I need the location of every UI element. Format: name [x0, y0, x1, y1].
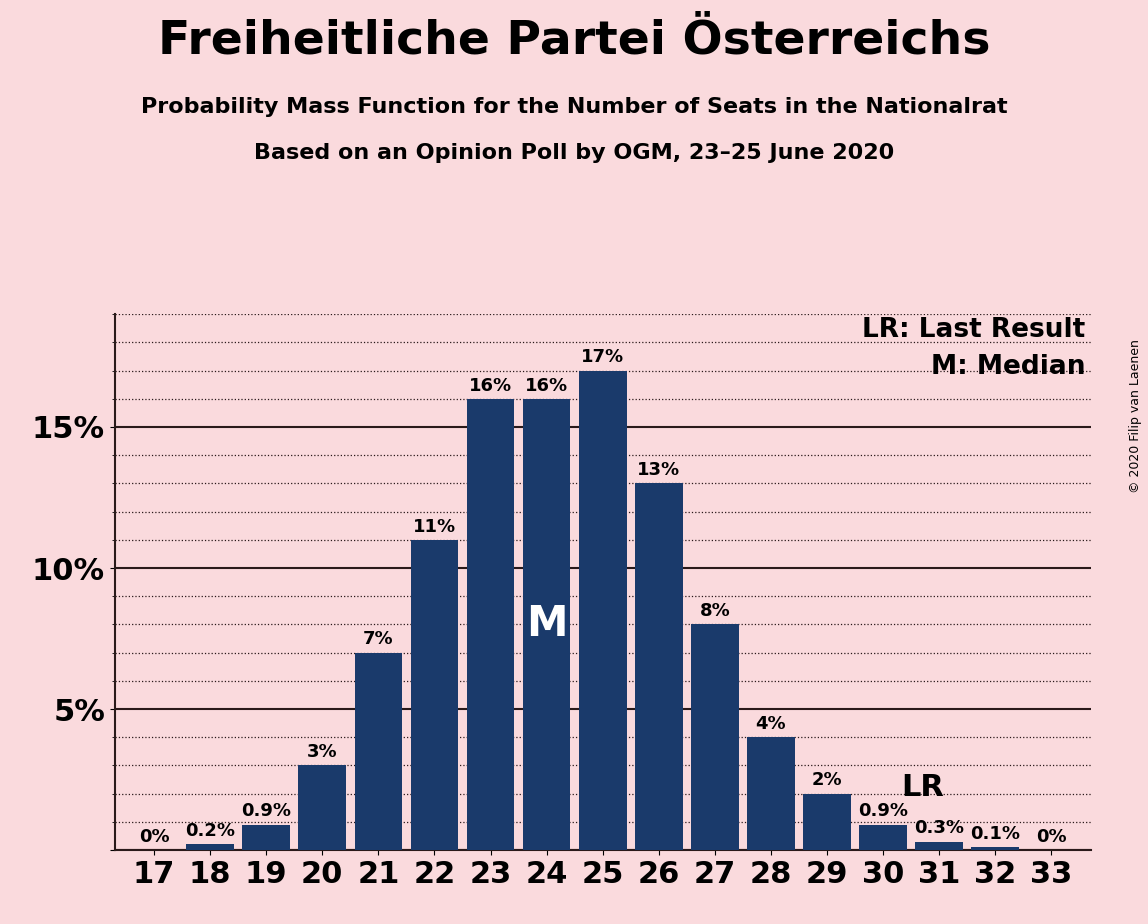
- Text: 13%: 13%: [637, 461, 681, 480]
- Bar: [411, 540, 458, 850]
- Text: M: Median: M: Median: [931, 355, 1086, 381]
- Text: © 2020 Filip van Laenen: © 2020 Filip van Laenen: [1130, 339, 1142, 492]
- Text: 7%: 7%: [363, 630, 394, 649]
- Text: M: M: [526, 603, 567, 646]
- Text: Probability Mass Function for the Number of Seats in the Nationalrat: Probability Mass Function for the Number…: [141, 97, 1007, 117]
- Bar: [242, 825, 290, 850]
- Bar: [691, 625, 738, 850]
- Bar: [971, 847, 1019, 850]
- Text: Based on an Opinion Poll by OGM, 23–25 June 2020: Based on an Opinion Poll by OGM, 23–25 J…: [254, 143, 894, 164]
- Bar: [298, 765, 347, 850]
- Bar: [186, 845, 234, 850]
- Bar: [747, 737, 794, 850]
- Bar: [804, 794, 851, 850]
- Bar: [915, 842, 963, 850]
- Bar: [522, 399, 571, 850]
- Text: 0%: 0%: [1035, 828, 1066, 845]
- Text: 0.3%: 0.3%: [914, 820, 964, 837]
- Text: 2%: 2%: [812, 772, 843, 789]
- Bar: [859, 825, 907, 850]
- Text: 0.9%: 0.9%: [241, 802, 292, 821]
- Text: 17%: 17%: [581, 348, 625, 366]
- Bar: [467, 399, 514, 850]
- Text: 0.1%: 0.1%: [970, 825, 1021, 843]
- Text: 4%: 4%: [755, 715, 786, 733]
- Text: 0.9%: 0.9%: [858, 802, 908, 821]
- Text: 3%: 3%: [307, 743, 338, 761]
- Text: 16%: 16%: [470, 377, 512, 395]
- Text: 0.2%: 0.2%: [185, 822, 235, 840]
- Text: LR: Last Result: LR: Last Result: [862, 317, 1086, 343]
- Bar: [635, 483, 683, 850]
- Text: 0%: 0%: [139, 828, 170, 845]
- Text: LR: LR: [901, 773, 944, 802]
- Text: Freiheitliche Partei Österreichs: Freiheitliche Partei Österreichs: [157, 18, 991, 64]
- Text: 16%: 16%: [525, 377, 568, 395]
- Text: 11%: 11%: [413, 517, 456, 536]
- Text: 8%: 8%: [699, 602, 730, 620]
- Bar: [355, 652, 402, 850]
- Bar: [579, 371, 627, 850]
